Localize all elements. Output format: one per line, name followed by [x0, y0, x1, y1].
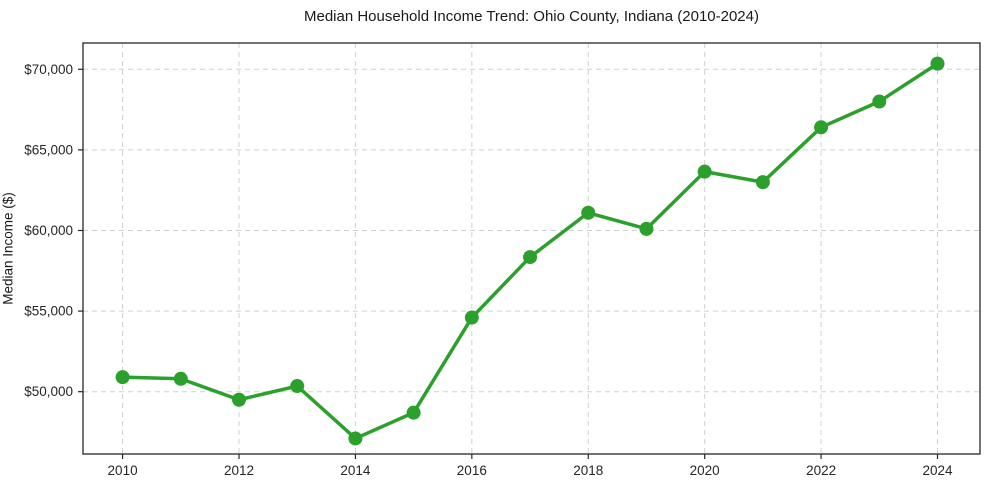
- data-point-2012: [232, 392, 246, 407]
- y-tick-label: $70,000: [24, 62, 73, 77]
- chart-title: Median Household Income Trend: Ohio Coun…: [303, 8, 759, 25]
- x-tick-label: 2016: [457, 463, 487, 478]
- data-point-2014: [348, 431, 363, 446]
- y-tick-label: $60,000: [24, 223, 73, 238]
- data-point-2018: [581, 205, 596, 220]
- data-point-2021: [755, 175, 770, 190]
- data-point-2024: [930, 56, 945, 71]
- x-tick-label: 2022: [806, 463, 836, 478]
- y-tick-label: $55,000: [24, 304, 73, 319]
- data-point-2016: [464, 310, 479, 325]
- y-tick-label: $50,000: [24, 384, 73, 399]
- x-tick-label: 2010: [108, 463, 138, 478]
- plot-border: [82, 42, 981, 455]
- data-point-2017: [523, 250, 538, 265]
- data-point-2013: [290, 379, 305, 394]
- data-point-2020: [697, 164, 712, 179]
- data-point-2019: [639, 221, 654, 236]
- data-point-2010: [115, 370, 130, 385]
- y-tick-label: $65,000: [24, 142, 73, 157]
- x-tick-label: 2020: [690, 463, 720, 478]
- data-point-2011: [173, 371, 188, 386]
- x-tick-label: 2018: [573, 463, 603, 478]
- x-tick-label: 2024: [922, 463, 953, 478]
- x-tick-label: 2012: [224, 463, 254, 478]
- x-tick-label: 2014: [340, 463, 371, 478]
- data-point-2022: [814, 120, 829, 135]
- data-point-2015: [406, 405, 421, 420]
- data-point-2023: [872, 94, 887, 109]
